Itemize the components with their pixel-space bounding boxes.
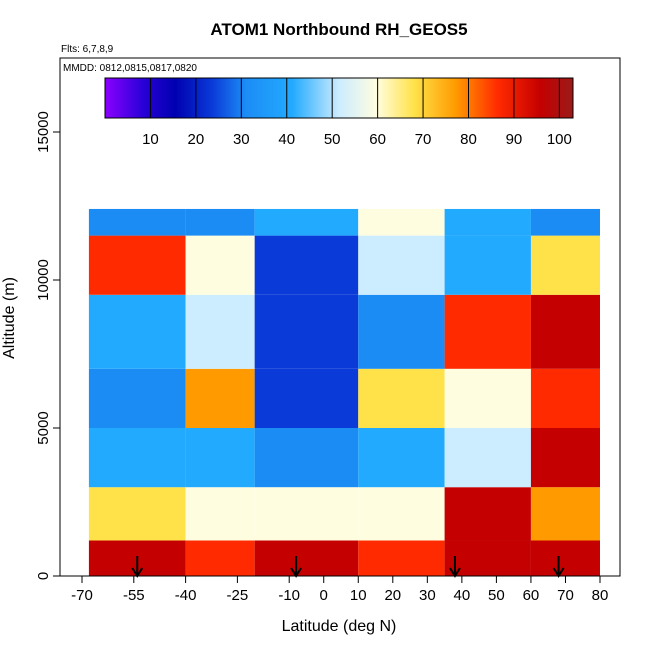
heatmap-cell xyxy=(254,487,359,541)
heatmap-cell xyxy=(530,235,600,295)
heatmap-cell xyxy=(358,487,445,541)
heatmap-cell xyxy=(185,428,255,488)
heatmap-cell xyxy=(358,208,445,236)
heatmap-cell xyxy=(530,428,600,488)
heatmap-cell xyxy=(88,235,186,295)
heatmap-cell xyxy=(358,294,445,369)
heatmap-cell xyxy=(444,428,531,488)
heatmap-cell xyxy=(358,540,445,576)
heatmap-cell xyxy=(88,428,186,488)
heatmap-cell xyxy=(254,208,359,236)
heatmap-cell xyxy=(254,428,359,488)
heatmap-cells xyxy=(88,208,600,576)
heatmap-cell xyxy=(444,368,531,428)
flights-note: Flts: 6,7,8,9 xyxy=(61,44,114,55)
chart-title: ATOM1 Northbound RH_GEOS5 xyxy=(210,20,467,39)
heatmap-cell xyxy=(254,368,359,428)
colorbar-tick-label: 50 xyxy=(324,131,341,148)
x-tick-label: -40 xyxy=(175,587,197,604)
colorbar xyxy=(104,77,574,119)
colorbar-tick-label: 90 xyxy=(506,131,523,148)
heatmap-cell xyxy=(88,368,186,428)
heatmap-cell xyxy=(185,487,255,541)
heatmap-cell xyxy=(444,208,531,236)
colorbar-tick-label: 20 xyxy=(188,131,205,148)
x-tick-label: 40 xyxy=(454,587,471,604)
y-tick-label: 0 xyxy=(35,572,52,580)
heatmap-cell xyxy=(530,208,600,236)
colorbar-tick-label: 100 xyxy=(547,131,572,148)
x-tick-label: 70 xyxy=(557,587,574,604)
heatmap-cell xyxy=(88,487,186,541)
heatmap-cell xyxy=(358,428,445,488)
x-axis: -70 -55 -40 -25 -10 0 10 20 30 40 50 60 70 80 xyxy=(71,575,609,604)
heatmap-cell xyxy=(185,208,255,236)
colorbar-tick-label: 70 xyxy=(415,131,432,148)
x-tick-label: 60 xyxy=(523,587,540,604)
colorbar-tick-label: 80 xyxy=(460,131,477,148)
heatmap-cell xyxy=(185,540,255,576)
heatmap-cell xyxy=(444,487,531,541)
heatmap-cell xyxy=(88,208,186,236)
x-axis-label: Latitude (deg N) xyxy=(282,618,397,635)
y-tick-label: 15000 xyxy=(35,111,52,153)
x-tick-label: 20 xyxy=(384,587,401,604)
x-tick-label: 10 xyxy=(350,587,367,604)
x-tick-label: 50 xyxy=(488,587,505,604)
heatmap-cell xyxy=(444,294,531,369)
colorbar-tick-label: 10 xyxy=(142,131,159,148)
dates-note: MMDD: 0812,0815,0817,0820 xyxy=(63,63,197,74)
colorbar-tick-label: 60 xyxy=(369,131,386,148)
x-tick-label: 0 xyxy=(320,587,328,604)
y-axis: 0 5000 10000 15000 xyxy=(35,111,60,580)
y-axis-label: Altitude (m) xyxy=(1,277,18,359)
heatmap-cell xyxy=(254,235,359,295)
colorbar-ticks: 10 20 30 40 50 60 70 80 90 100 xyxy=(142,78,572,148)
x-tick-label: -55 xyxy=(123,587,145,604)
colorbar-tick-label: 40 xyxy=(278,131,295,148)
y-tick-label: 5000 xyxy=(35,411,52,444)
heatmap-cell xyxy=(530,294,600,369)
colorbar-tick-label: 30 xyxy=(233,131,250,148)
heatmap-cell xyxy=(530,487,600,541)
heatmap-cell xyxy=(185,368,255,428)
heatmap-cell xyxy=(358,368,445,428)
y-tick-label: 10000 xyxy=(35,259,52,301)
heatmap-cell xyxy=(185,294,255,369)
heatmap-cell xyxy=(444,235,531,295)
heatmap-cell xyxy=(254,294,359,369)
x-tick-label: -25 xyxy=(227,587,249,604)
heatmap-cell xyxy=(185,235,255,295)
heatmap-cell xyxy=(254,540,359,576)
x-tick-label: -70 xyxy=(71,587,93,604)
x-tick-label: 30 xyxy=(419,587,436,604)
heatmap-cell xyxy=(530,540,600,576)
x-tick-label: -10 xyxy=(278,587,300,604)
x-tick-label: 80 xyxy=(592,587,609,604)
heatmap-cell xyxy=(88,294,186,369)
heatmap-cell xyxy=(358,235,445,295)
heatmap-cell xyxy=(530,368,600,428)
